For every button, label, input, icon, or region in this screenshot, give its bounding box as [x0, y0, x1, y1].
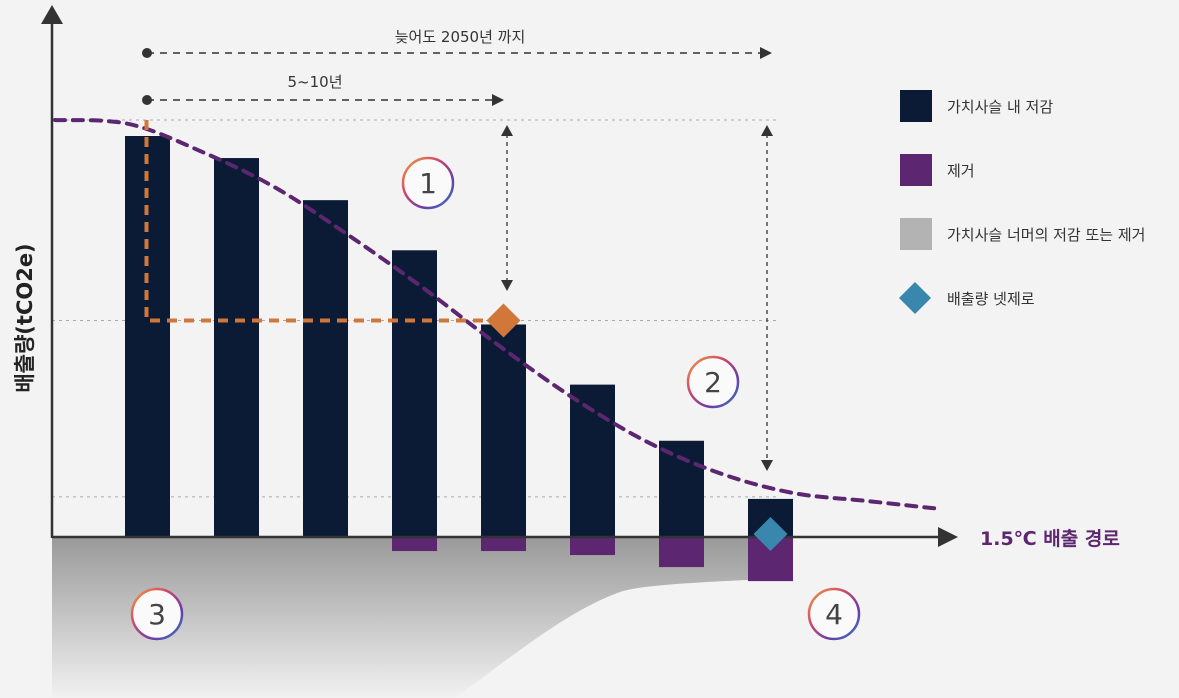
marker-number: 2: [704, 366, 722, 399]
y-axis-label: 배출량(tCO2e): [13, 243, 37, 392]
legend-swatch: [900, 90, 932, 122]
marker-number: 1: [419, 167, 437, 200]
marker-circle: [401, 156, 455, 210]
beyond-value-chain-area: [52, 538, 792, 698]
bar-value-chain-reduction: [481, 324, 526, 537]
x-axis-label: 1.5℃ 배출 경로: [980, 528, 1120, 550]
trajectory-curve: [53, 117, 942, 511]
bar-removal: [659, 537, 704, 568]
y-axis-arrow: [41, 5, 63, 24]
legend-label: 가치사슬 내 저감: [947, 98, 1053, 116]
reduction-arrow-1: [501, 125, 513, 291]
reduction-arrow-2: [761, 125, 773, 471]
marker-circle: [130, 587, 184, 641]
legend-swatch: [900, 154, 932, 186]
span-short-label: 5~10년: [288, 73, 343, 91]
bars-group: [125, 136, 793, 582]
marker-circle: [686, 355, 740, 409]
bar-value-chain-reduction: [570, 384, 615, 537]
net-zero-markers: [486, 303, 788, 551]
legend-label: 제거: [947, 162, 975, 180]
span-long-label: 늦어도 2050년 까지: [395, 28, 526, 46]
numbered-markers: 1 2 3 4: [130, 156, 861, 641]
bar-removal: [570, 537, 615, 556]
bar-removal: [392, 537, 437, 552]
bar-value-chain-reduction: [125, 136, 170, 537]
bar-value-chain-reduction: [659, 440, 704, 537]
marker-number: 3: [148, 598, 166, 631]
marker-circle: [807, 587, 861, 641]
bar-value-chain-reduction: [214, 158, 259, 537]
legend-swatch: [900, 218, 932, 250]
legend-label: 배출량 넷제로: [947, 290, 1035, 308]
legend-label: 가치사슬 너머의 저감 또는 제거: [947, 226, 1145, 244]
net-zero-diamond: [486, 303, 521, 338]
bar-value-chain-reduction: [392, 250, 437, 537]
x-axis-arrow: [938, 527, 958, 547]
legend-swatch-diamond: [899, 282, 931, 314]
span-long: [142, 47, 772, 59]
net-zero-diamond: [753, 517, 788, 551]
bar-removal: [481, 537, 526, 552]
marker-number: 4: [825, 598, 843, 631]
span-short: [142, 94, 504, 106]
bar-value-chain-reduction: [303, 200, 348, 537]
